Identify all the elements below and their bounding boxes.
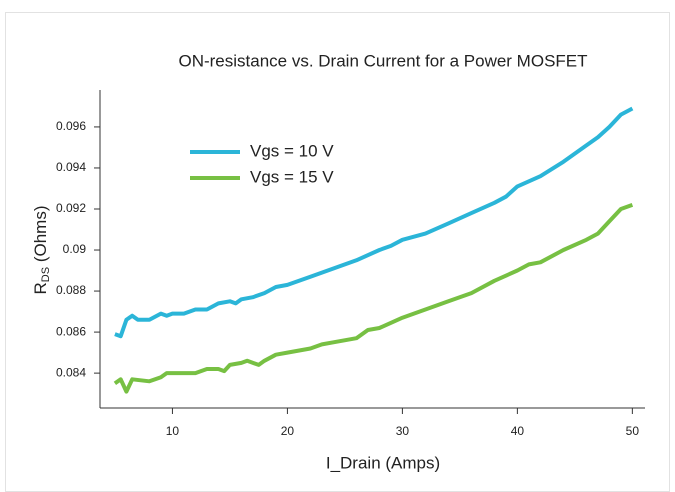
- y-tick-label: 0.088: [56, 283, 86, 297]
- x-tick-label: 30: [396, 424, 410, 438]
- y-tick-label: 0.092: [56, 201, 86, 215]
- y-label-main: R: [31, 282, 50, 294]
- frame: [5, 12, 670, 492]
- x-tick-label: 40: [511, 424, 525, 438]
- y-tick-label: 0.086: [56, 324, 86, 338]
- x-axis-label: I_Drain (Amps): [326, 453, 440, 472]
- data-line: [113, 203, 634, 394]
- y-label-sub: DS: [40, 267, 52, 282]
- x-tick-label: 50: [626, 424, 640, 438]
- y-axis-label: RDS (Ohms): [31, 206, 51, 295]
- data-line: [114, 106, 634, 339]
- y-tick-label: 0.096: [56, 119, 86, 133]
- legend-label: Vgs = 15 V: [250, 167, 334, 186]
- chart-title: ON-resistance vs. Drain Current for a Po…: [178, 51, 587, 70]
- y-tick-label: 0.09: [63, 242, 87, 256]
- y-tick-label: 0.094: [56, 160, 86, 174]
- y-label-rest: (Ohms): [31, 206, 50, 267]
- x-tick-label: 20: [281, 424, 295, 438]
- x-tick-label: 10: [166, 424, 180, 438]
- y-tick-label: 0.084: [56, 365, 86, 379]
- legend-label: Vgs = 10 V: [250, 141, 334, 160]
